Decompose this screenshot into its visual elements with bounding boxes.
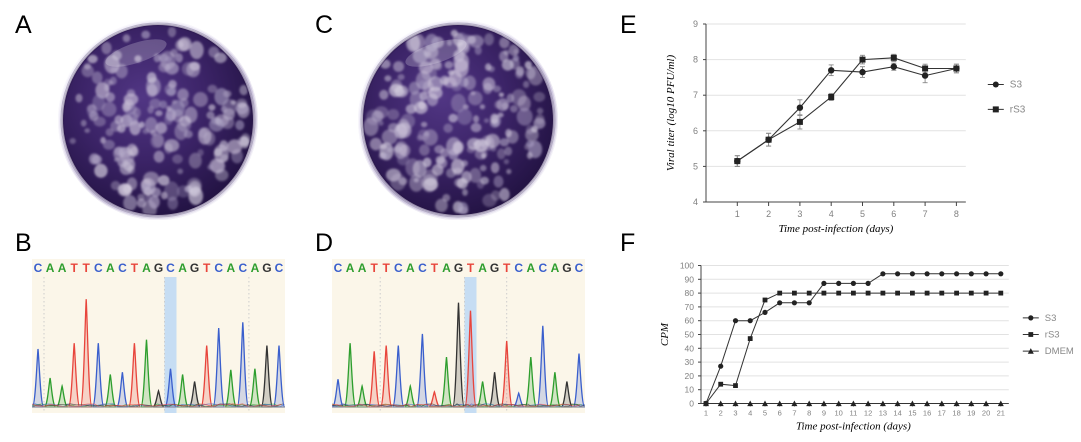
svg-text:A: A [46, 261, 55, 275]
svg-text:50: 50 [685, 330, 695, 340]
svg-text:C: C [575, 261, 584, 275]
svg-text:3: 3 [797, 209, 802, 219]
svg-text:6: 6 [693, 126, 698, 136]
svg-text:Viral titer (log10 PFU/ml): Viral titer (log10 PFU/ml) [665, 55, 677, 172]
svg-text:16: 16 [923, 409, 931, 418]
svg-text:19: 19 [967, 409, 975, 418]
svg-text:C: C [94, 261, 103, 275]
svg-text:G: G [154, 261, 163, 275]
svg-text:0: 0 [689, 399, 694, 409]
svg-text:20: 20 [685, 371, 695, 381]
svg-text:C: C [394, 261, 403, 275]
svg-text:C: C [34, 261, 43, 275]
svg-text:7: 7 [923, 209, 928, 219]
svg-text:10: 10 [835, 409, 843, 418]
svg-text:18: 18 [952, 409, 960, 418]
svg-text:C: C [418, 261, 427, 275]
svg-text:rS3: rS3 [1045, 330, 1060, 341]
svg-text:5: 5 [763, 409, 767, 418]
svg-text:A: A [58, 261, 67, 275]
svg-text:1: 1 [735, 209, 740, 219]
svg-text:C: C [275, 261, 284, 275]
svg-text:G: G [562, 261, 571, 275]
svg-text:G: G [262, 261, 271, 275]
svg-text:21: 21 [997, 409, 1005, 418]
svg-text:T: T [503, 261, 511, 275]
svg-text:rS3: rS3 [1010, 104, 1026, 115]
svg-text:80: 80 [685, 288, 695, 298]
svg-text:5: 5 [860, 209, 865, 219]
svg-text:7: 7 [792, 409, 796, 418]
svg-text:2: 2 [766, 209, 771, 219]
svg-text:A: A [358, 261, 367, 275]
svg-text:4: 4 [748, 409, 752, 418]
svg-text:T: T [203, 261, 211, 275]
svg-text:C: C [334, 261, 343, 275]
svg-text:70: 70 [685, 302, 695, 312]
svg-text:6: 6 [891, 209, 896, 219]
svg-text:G: G [454, 261, 463, 275]
svg-text:4: 4 [829, 209, 834, 219]
svg-text:15: 15 [908, 409, 916, 418]
svg-text:14: 14 [893, 409, 901, 418]
svg-text:A: A [346, 261, 355, 275]
svg-text:3: 3 [733, 409, 737, 418]
svg-text:60: 60 [685, 316, 695, 326]
svg-text:2: 2 [719, 409, 723, 418]
svg-text:C: C [514, 261, 523, 275]
svg-text:C: C [238, 261, 247, 275]
svg-text:7: 7 [693, 90, 698, 100]
svg-text:A: A [251, 261, 260, 275]
svg-text:6: 6 [778, 409, 782, 418]
svg-text:8: 8 [693, 55, 698, 65]
svg-text:T: T [467, 261, 475, 275]
svg-text:9: 9 [693, 19, 698, 29]
svg-text:20: 20 [982, 409, 990, 418]
svg-text:T: T [431, 261, 439, 275]
svg-text:T: T [131, 261, 139, 275]
svg-text:A: A [478, 261, 487, 275]
svg-text:C: C [166, 261, 175, 275]
svg-text:17: 17 [938, 409, 946, 418]
svg-text:A: A [178, 261, 187, 275]
svg-text:A: A [526, 261, 535, 275]
svg-text:Time post-infection (days): Time post-infection (days) [778, 223, 893, 235]
svg-text:4: 4 [693, 197, 698, 207]
svg-text:8: 8 [954, 209, 959, 219]
svg-text:T: T [71, 261, 79, 275]
svg-text:C: C [538, 261, 547, 275]
svg-text:T: T [83, 261, 91, 275]
svg-text:30: 30 [685, 357, 695, 367]
svg-text:DMEM: DMEM [1045, 346, 1074, 357]
svg-text:A: A [406, 261, 415, 275]
svg-text:5: 5 [693, 161, 698, 171]
svg-text:9: 9 [822, 409, 826, 418]
svg-text:8: 8 [807, 409, 811, 418]
svg-text:T: T [371, 261, 379, 275]
svg-text:G: G [490, 261, 499, 275]
svg-text:CPM: CPM [659, 322, 671, 346]
svg-text:13: 13 [879, 409, 887, 418]
svg-text:T: T [383, 261, 391, 275]
svg-text:1: 1 [704, 409, 708, 418]
svg-text:A: A [442, 261, 451, 275]
svg-text:C: C [214, 261, 223, 275]
svg-text:G: G [190, 261, 199, 275]
svg-text:90: 90 [685, 274, 695, 284]
svg-text:A: A [226, 261, 235, 275]
svg-text:11: 11 [850, 409, 858, 418]
svg-text:A: A [106, 261, 115, 275]
svg-text:Time post-infection (days): Time post-infection (days) [796, 421, 911, 433]
svg-text:C: C [118, 261, 127, 275]
svg-text:A: A [551, 261, 560, 275]
svg-text:S3: S3 [1045, 313, 1057, 324]
svg-text:S3: S3 [1010, 80, 1023, 91]
svg-text:40: 40 [685, 343, 695, 353]
svg-text:A: A [142, 261, 151, 275]
svg-text:10: 10 [685, 385, 695, 395]
svg-text:100: 100 [680, 261, 694, 271]
svg-text:12: 12 [864, 409, 872, 418]
